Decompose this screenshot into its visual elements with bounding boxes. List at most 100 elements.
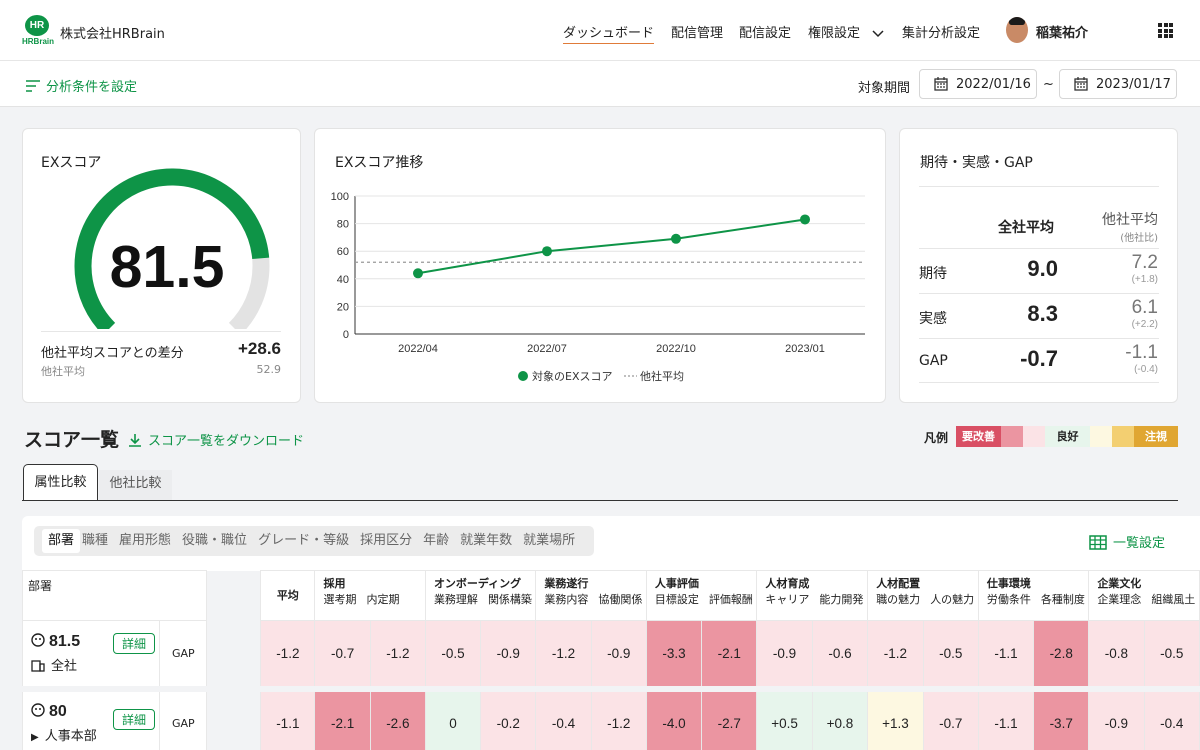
attribute-option[interactable]: 就業年数 [460,533,513,548]
gap-row-label: GAP [919,353,948,369]
score-cell[interactable]: -2.1 [314,685,371,750]
category-header: 人材育成 キャリア 能力開発 [756,570,869,621]
detail-button[interactable]: 詳細 [113,633,156,654]
score-cell[interactable]: -1.1 [977,685,1035,750]
difference-block: 他社平均スコアとの差分 +28.6 他社平均 52.9 [41,331,281,378]
score-cell[interactable]: -0.5 [1143,620,1200,689]
attribute-option[interactable]: 年齢 [423,533,450,548]
app-grid-icon[interactable] [1158,23,1173,38]
ex-score-trend-card: EXスコア推移 0 20 40 60 80 100 2022/04 2022/07 2022/1… [314,128,886,403]
score-cell[interactable]: -2.1 [701,620,758,689]
tab-company-comparison[interactable]: 他社比較 [99,470,172,501]
score-cell[interactable]: -0.9 [1088,685,1145,750]
user-name[interactable]: 稲葉祐介 [1036,26,1089,41]
gap-row-other-value: 7.2 [1131,252,1158,273]
score-cell[interactable]: -1.1 [260,685,316,750]
ex-score-title: EXスコア [41,155,102,171]
attribute-option[interactable]: 採用区分 [360,533,413,548]
expand-triangle-icon[interactable]: ▶ [31,732,39,744]
attribute-option[interactable]: 就業場所 [523,533,576,548]
score-cell[interactable]: +1.3 [867,685,924,750]
ex-score-value: 81.5 [109,234,225,300]
other-avg-value: 52.9 [256,363,282,376]
nav-permission-settings[interactable]: 権限設定 [808,22,884,41]
detail-button[interactable]: 詳細 [113,708,156,730]
score-cell[interactable]: +0.8 [811,685,869,750]
trend-title: EXスコア推移 [335,155,424,171]
score-cell[interactable]: -2.8 [1033,620,1090,689]
score-cell[interactable]: -1.2 [535,620,592,689]
gap-row-label: 期待 [919,266,947,282]
score-cell[interactable]: -0.8 [1088,620,1145,689]
score-cell[interactable]: -1.1 [977,620,1035,689]
attribute-option[interactable]: 部署 [42,529,81,553]
score-cell[interactable]: -1.2 [260,620,316,689]
y-tick-label: 100 [331,191,349,203]
attribute-option[interactable]: 役職・職位 [182,533,248,548]
score-cell[interactable]: -1.2 [590,685,647,750]
date-range-separator: ~ [1043,77,1054,92]
date-to-field[interactable]: 2023/01/17 [1059,69,1177,99]
score-cell[interactable]: -0.4 [1143,685,1200,750]
score-cell[interactable]: -0.5 [922,620,979,689]
score-cell[interactable]: -0.5 [424,620,482,689]
user-avatar[interactable] [1006,17,1028,43]
top-header: HR HRBrain 株式会社HRBrain ダッシュボード 配信管理 配信設定 … [0,0,1200,61]
score-cell[interactable]: -0.9 [590,620,647,689]
score-cell[interactable]: -0.2 [480,685,537,750]
score-cell[interactable]: -2.7 [701,685,758,750]
score-table: 部署 平均 採用 選考期 内定期 オンボーディング 業務理解 関係構築 業務遂行 業務内容 協働関係… [21,570,1200,750]
filter-toolbar: 分析条件を設定 対象期間 2022/01/16 ~ 2023/01/17 [0,61,1200,107]
score-cell[interactable]: -0.6 [811,620,869,689]
legend-swatch-warn-light [1090,426,1112,447]
filter-settings-label: 分析条件を設定 [46,80,138,95]
score-cell[interactable]: -0.4 [535,685,592,750]
download-scores-link[interactable]: スコア一覧をダウンロード [128,430,304,449]
score-cell[interactable]: -1.2 [369,620,426,689]
score-cell[interactable]: -0.9 [756,620,813,689]
gap-row-other-value: -1.1 [1125,342,1158,363]
score-cell[interactable]: -2.6 [369,685,426,750]
attribute-option[interactable]: グレード・等級 [258,533,350,548]
nav-delivery-settings[interactable]: 配信設定 [739,26,792,41]
y-tick-label: 20 [337,301,349,313]
nav-delivery-management[interactable]: 配信管理 [671,26,724,41]
nav-aggregation-settings[interactable]: 集計分析設定 [902,26,981,41]
date-to-value: 2023/01/17 [1096,77,1171,92]
hrbrain-logo[interactable]: HR HRBrain [22,15,54,46]
table-row: 80 ▶ 人事本部 詳細 GAP -1.1 -2.1 -2.6 0 -0.2 -0.4 -1.2-… [21,685,1200,750]
gap-row-diff: (+2.2) [1131,319,1158,330]
data-point [413,268,423,279]
legend-series-label: 対象のEXスコア [532,369,613,383]
date-from-field[interactable]: 2022/01/16 [919,69,1037,99]
gap-row-company-value: 8.3 [1027,301,1058,326]
x-tick-label: 2022/07 [527,343,567,355]
attribute-option[interactable]: 職種 [82,533,109,548]
gap-row-diff: (-0.4) [1134,364,1158,375]
tab-attribute-comparison[interactable]: 属性比較 [23,464,98,501]
company-avg-header: 全社平均 [998,220,1054,236]
category-header: 人材配置 職の魅力 人の魅力 [867,570,979,621]
score-cell[interactable]: -0.7 [922,685,979,750]
score-cell[interactable]: +0.5 [756,685,813,750]
score-cell[interactable]: -1.2 [867,620,924,689]
gap-label-cell: GAP [159,620,208,689]
calendar-icon [934,77,948,91]
list-settings-label: 一覧設定 [1113,536,1166,551]
category-header: オンボーディング 業務理解 関係構築 [424,570,537,621]
score-cell[interactable]: -4.0 [645,685,703,750]
attribute-option[interactable]: 雇用形態 [119,533,172,548]
y-tick-label: 80 [337,219,349,231]
legend-watch: 注視 [1134,426,1178,447]
filter-settings-button[interactable]: 分析条件を設定 [26,76,137,95]
score-cell[interactable]: -0.9 [480,620,537,689]
gap-label-cell: GAP [159,685,208,750]
score-cell[interactable]: -0.7 [314,620,371,689]
score-cell[interactable]: -3.3 [645,620,703,689]
attribute-selector: 部署 職種 雇用形態 役職・職位 グレード・等級 採用区分 年齢 就業年数 就業場所 [34,526,595,556]
building-icon [31,660,45,672]
score-cell[interactable]: -3.7 [1033,685,1090,750]
score-cell[interactable]: 0 [424,685,482,750]
nav-dashboard[interactable]: ダッシュボード [563,22,655,44]
list-settings-button[interactable]: 一覧設定 [1089,532,1165,551]
